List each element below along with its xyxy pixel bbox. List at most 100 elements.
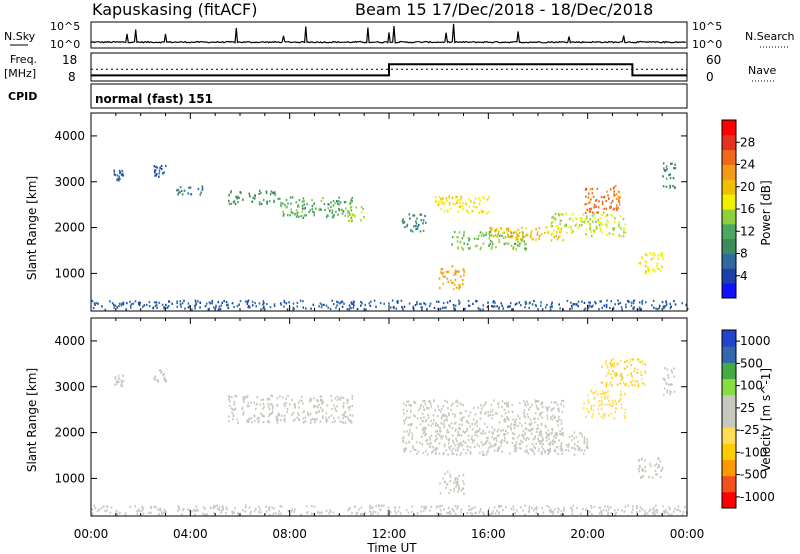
scatter-cell bbox=[465, 203, 467, 206]
scatter-cell bbox=[262, 407, 264, 410]
scatter-cell bbox=[179, 303, 182, 306]
scatter-cell bbox=[280, 505, 283, 508]
scatter-cell bbox=[364, 303, 366, 306]
scatter-cell bbox=[529, 406, 532, 409]
scatter-cell bbox=[425, 505, 427, 508]
scatter-cell bbox=[608, 414, 610, 417]
scatter-cell bbox=[570, 217, 573, 220]
scatter-cell bbox=[253, 401, 256, 404]
scatter-cell bbox=[343, 414, 345, 417]
scatter-cell bbox=[490, 247, 493, 250]
scatter-cell bbox=[516, 244, 519, 247]
scatter-cell bbox=[600, 195, 603, 199]
scatter-cell bbox=[321, 408, 324, 411]
scatter-cell bbox=[473, 439, 475, 442]
scatter-cell bbox=[619, 215, 621, 218]
scatter-cell bbox=[176, 305, 179, 308]
scatter-cell bbox=[265, 510, 268, 513]
scatter-cell bbox=[476, 424, 478, 427]
scatter-cell bbox=[586, 208, 588, 211]
scatter-cell bbox=[578, 447, 581, 450]
scatter-cell bbox=[214, 505, 217, 508]
scatter-cell bbox=[623, 411, 626, 414]
scatter-cell bbox=[262, 198, 265, 202]
scatter-cell bbox=[438, 442, 441, 445]
scatter-cell bbox=[491, 240, 493, 244]
scatter-cell bbox=[93, 302, 96, 305]
scatter-cell bbox=[515, 248, 517, 251]
scatter-cell bbox=[233, 403, 235, 406]
scatter-cell bbox=[295, 209, 298, 212]
scatter-cell bbox=[510, 231, 513, 235]
scatter-cell bbox=[191, 308, 193, 311]
scatter-cell bbox=[446, 431, 449, 434]
scatter-cell bbox=[461, 417, 464, 420]
scatter-cell bbox=[546, 433, 549, 436]
scatter-cell bbox=[600, 510, 602, 513]
scatter-cell bbox=[234, 407, 237, 410]
scatter-cell bbox=[640, 458, 643, 461]
scatter-cell bbox=[199, 193, 202, 196]
scatter-cell bbox=[290, 510, 293, 513]
scatter-cell bbox=[630, 373, 632, 377]
scatter-cell bbox=[353, 300, 355, 304]
scatter-cell bbox=[625, 306, 627, 309]
scatter-cell bbox=[674, 303, 677, 306]
scatter-cell bbox=[250, 401, 252, 404]
scatter-cell bbox=[597, 211, 599, 214]
scatter-cell bbox=[608, 383, 611, 386]
scatter-cell bbox=[372, 512, 374, 515]
scatter-cell bbox=[416, 512, 419, 515]
scatter-cell bbox=[532, 438, 535, 441]
scatter-cell bbox=[446, 277, 449, 280]
scatter-cell bbox=[601, 306, 603, 309]
scatter-cell bbox=[456, 453, 458, 456]
scatter-cell bbox=[380, 504, 383, 507]
scatter-cell bbox=[599, 217, 602, 220]
scatter-cell bbox=[105, 509, 108, 512]
scatter-cell bbox=[670, 369, 673, 372]
scatter-cell bbox=[237, 201, 239, 204]
scatter-cell bbox=[163, 510, 166, 514]
scatter-cell bbox=[598, 400, 600, 403]
scatter-cell bbox=[339, 420, 342, 423]
scatter-cell bbox=[132, 302, 135, 305]
scatter-cell bbox=[583, 438, 586, 441]
scatter-cell bbox=[530, 428, 533, 432]
scatter-cell bbox=[194, 307, 196, 310]
scatter-cell bbox=[455, 273, 457, 276]
scatter-cell bbox=[505, 429, 507, 432]
scatter-cell bbox=[231, 302, 234, 305]
scatter-cell bbox=[351, 404, 354, 407]
scatter-cell bbox=[134, 300, 137, 303]
scatter-cell bbox=[425, 507, 427, 510]
scatter-cell bbox=[567, 449, 570, 452]
scatter-cell bbox=[316, 418, 318, 421]
scatter-cell bbox=[310, 398, 312, 401]
scatter-cell bbox=[488, 513, 491, 516]
scatter-cell bbox=[638, 262, 641, 265]
scatter-cell bbox=[480, 209, 483, 212]
scatter-cell bbox=[685, 510, 687, 513]
scatter-cell bbox=[541, 402, 544, 405]
scatter-cell bbox=[598, 404, 601, 407]
x-tick-label: 20:00 bbox=[570, 527, 605, 541]
scatter-cell bbox=[578, 224, 581, 227]
scatter-cell bbox=[162, 511, 165, 514]
scatter-cell bbox=[297, 414, 300, 417]
scatter-cell bbox=[348, 408, 351, 411]
scatter-cell bbox=[263, 305, 265, 308]
scatter-cell bbox=[548, 451, 550, 454]
scatter-cell bbox=[483, 513, 485, 516]
scatter-cell bbox=[452, 441, 455, 444]
scatter-cell bbox=[523, 240, 526, 243]
scatter-cell bbox=[122, 374, 124, 377]
colorbar-swatch bbox=[722, 443, 736, 460]
scatter-cell bbox=[126, 302, 128, 305]
scatter-cell bbox=[442, 275, 445, 278]
scatter-cell bbox=[655, 504, 657, 507]
scatter-cell bbox=[523, 235, 525, 239]
scatter-cell bbox=[321, 402, 323, 405]
